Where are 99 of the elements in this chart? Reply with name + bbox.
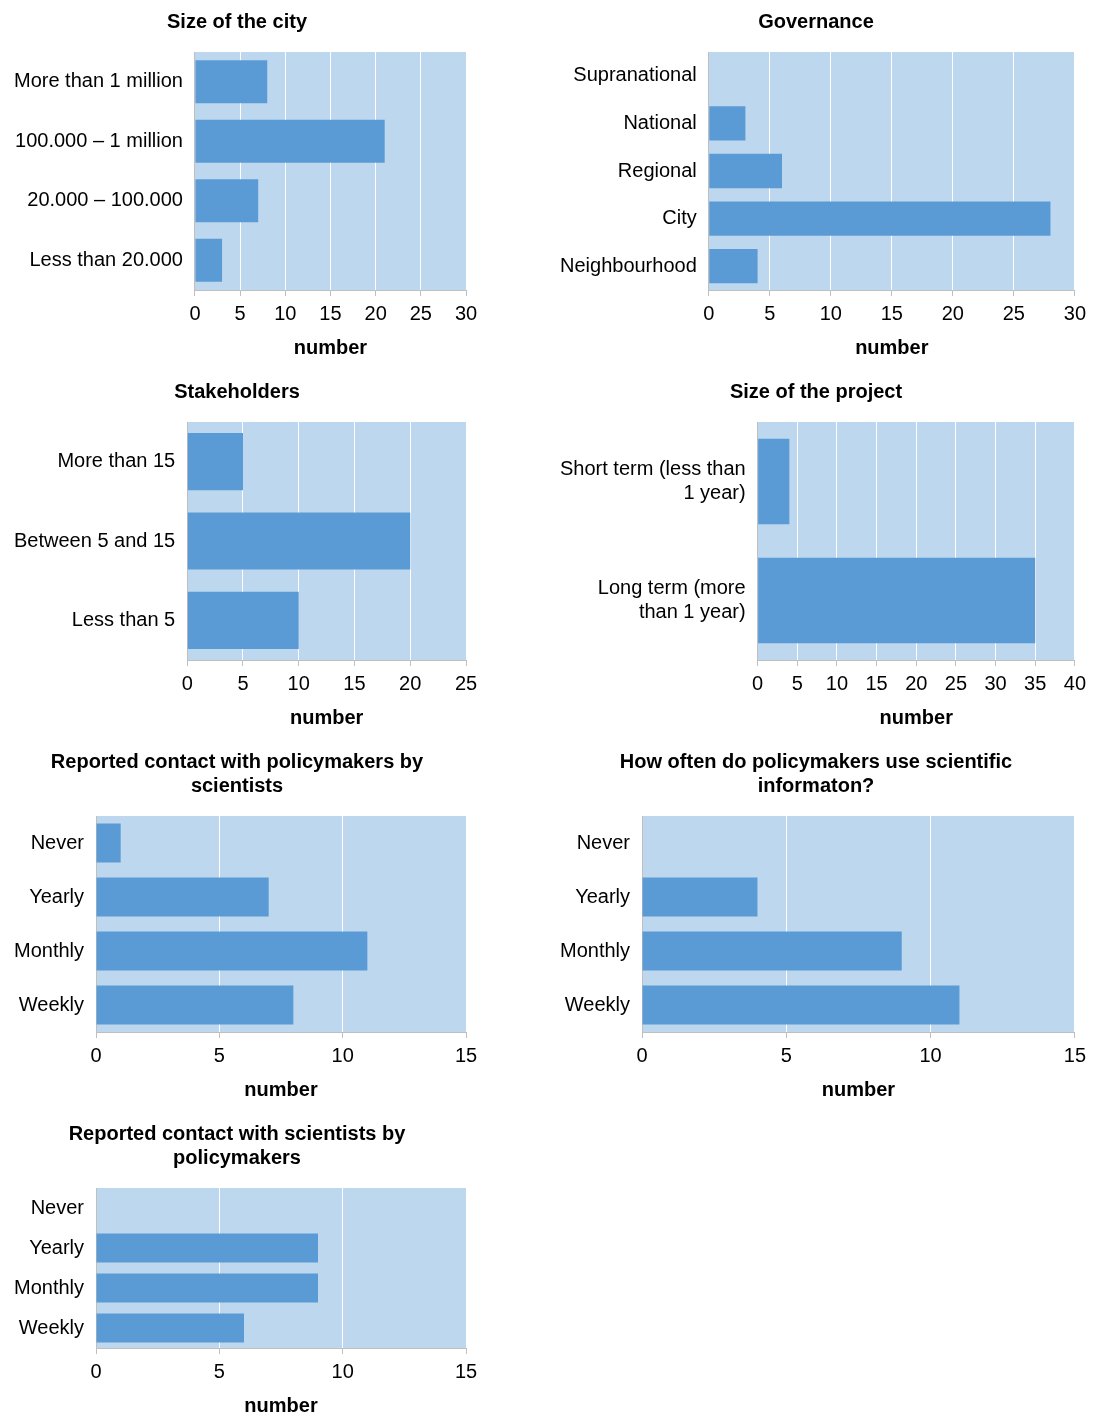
x-tick-label: 25 bbox=[454, 671, 478, 694]
y-tick-label: Yearly bbox=[29, 1235, 85, 1258]
y-tick-label: Weekly bbox=[564, 992, 631, 1015]
y-tick-label: National bbox=[623, 110, 697, 133]
x-tick-label: 25 bbox=[944, 671, 968, 694]
y-tick-label: Monthly bbox=[560, 938, 631, 961]
y-tick-label: Less than 20.000 bbox=[29, 247, 183, 270]
x-tick-label: 10 bbox=[331, 1359, 354, 1382]
x-tick-label: 20 bbox=[364, 301, 387, 324]
bar bbox=[96, 823, 121, 863]
y-tick-label: Yearly bbox=[575, 884, 631, 907]
bar bbox=[642, 985, 960, 1025]
x-tick-label: 25 bbox=[1002, 301, 1025, 324]
bar bbox=[187, 433, 243, 491]
x-tick-label: 5 bbox=[213, 1359, 225, 1382]
bar bbox=[195, 60, 268, 104]
bar bbox=[195, 238, 223, 282]
y-tick-label: Neighbourhood bbox=[560, 253, 697, 276]
x-tick-label: 0 bbox=[90, 1359, 102, 1382]
y-tick-label: Never bbox=[30, 1195, 85, 1218]
x-tick-label: 30 bbox=[1063, 301, 1086, 324]
bar bbox=[709, 249, 758, 284]
bar bbox=[709, 201, 1051, 236]
chart-title: Governance bbox=[758, 9, 874, 32]
bar bbox=[187, 512, 411, 570]
x-axis-title: number bbox=[821, 1077, 896, 1100]
y-tick-label: Never bbox=[30, 830, 85, 853]
bar bbox=[96, 985, 294, 1025]
y-tick-label: Never bbox=[576, 830, 631, 853]
x-tick-label: 10 bbox=[274, 301, 297, 324]
x-tick-label: 10 bbox=[919, 1043, 942, 1066]
y-tick-label: 100.000 – 1 million bbox=[15, 128, 183, 151]
x-tick-label: 15 bbox=[454, 1359, 478, 1382]
x-tick-label: 10 bbox=[819, 301, 842, 324]
x-tick-label: 15 bbox=[1063, 1043, 1086, 1066]
x-tick-label: 20 bbox=[905, 671, 928, 694]
bar bbox=[187, 591, 299, 649]
y-tick-label: City bbox=[662, 206, 697, 229]
bar bbox=[195, 179, 259, 223]
x-tick-label: 0 bbox=[189, 301, 201, 324]
y-tick-label: Yearly bbox=[29, 884, 85, 907]
x-tick-label: 5 bbox=[237, 671, 249, 694]
y-tick-label: More than 15 bbox=[57, 449, 176, 472]
chart-title: Size of the project bbox=[729, 379, 903, 402]
x-axis-title: number bbox=[244, 1393, 318, 1416]
x-tick-label: 20 bbox=[941, 301, 964, 324]
x-tick-label: 5 bbox=[764, 301, 776, 324]
x-tick-label: 0 bbox=[636, 1043, 648, 1066]
x-tick-label: 5 bbox=[234, 301, 246, 324]
chart-title: Stakeholders bbox=[174, 379, 300, 402]
x-axis-title: number bbox=[293, 335, 368, 358]
x-axis-title: number bbox=[289, 705, 364, 728]
x-tick-label: 10 bbox=[287, 671, 310, 694]
x-tick-label: 25 bbox=[409, 301, 432, 324]
chart-title: How often do policymakers use scientific informaton? bbox=[619, 749, 1013, 796]
x-tick-label: 20 bbox=[399, 671, 422, 694]
x-tick-label: 0 bbox=[752, 671, 764, 694]
chart-title: Reported contact with policymakers by scientists bbox=[50, 749, 425, 796]
x-tick-label: 15 bbox=[319, 301, 342, 324]
x-tick-label: 40 bbox=[1063, 671, 1086, 694]
x-axis-title: number bbox=[879, 705, 954, 728]
y-tick-label: More than 1 million bbox=[14, 69, 183, 92]
y-tick-label: Between 5 and 15 bbox=[13, 528, 176, 551]
x-tick-label: 5 bbox=[791, 671, 803, 694]
y-tick-label: Short term (less than 1 year) bbox=[560, 457, 746, 504]
x-tick-label: 10 bbox=[331, 1043, 354, 1066]
y-tick-label: Monthly bbox=[14, 938, 85, 961]
x-tick-label: 30 bbox=[454, 301, 478, 324]
bar bbox=[96, 931, 368, 971]
x-tick-label: 0 bbox=[703, 301, 715, 324]
y-tick-label: Regional bbox=[617, 158, 697, 181]
chart-title: Reported contact with scientists by policymakers bbox=[68, 1121, 407, 1168]
x-tick-label: 15 bbox=[343, 671, 366, 694]
x-axis-title: number bbox=[855, 335, 929, 358]
x-tick-label: 30 bbox=[984, 671, 1007, 694]
x-tick-label: 15 bbox=[865, 671, 888, 694]
y-tick-label: 20.000 – 100.000 bbox=[27, 188, 183, 211]
x-tick-label: 15 bbox=[880, 301, 903, 324]
x-tick-label: 15 bbox=[454, 1043, 478, 1066]
bar bbox=[642, 931, 902, 971]
x-tick-label: 5 bbox=[780, 1043, 792, 1066]
bar bbox=[709, 153, 782, 189]
bar bbox=[195, 119, 385, 163]
chart-title: Size of the city bbox=[166, 9, 308, 32]
bar bbox=[709, 106, 746, 141]
x-tick-label: 35 bbox=[1024, 671, 1047, 694]
y-tick-label: Long term (more than 1 year) bbox=[597, 576, 746, 623]
x-tick-label: 0 bbox=[90, 1043, 102, 1066]
bar bbox=[642, 877, 758, 917]
x-axis-title: number bbox=[244, 1077, 318, 1100]
x-tick-label: 0 bbox=[181, 671, 193, 694]
y-tick-label: Less than 5 bbox=[71, 607, 176, 630]
y-tick-label: Weekly bbox=[18, 1315, 85, 1338]
y-tick-label: Supranational bbox=[573, 63, 697, 86]
y-tick-label: Monthly bbox=[14, 1275, 85, 1298]
y-tick-label: Weekly bbox=[18, 992, 85, 1015]
bar bbox=[96, 877, 269, 917]
x-tick-label: 10 bbox=[825, 671, 849, 694]
x-tick-label: 5 bbox=[213, 1043, 225, 1066]
